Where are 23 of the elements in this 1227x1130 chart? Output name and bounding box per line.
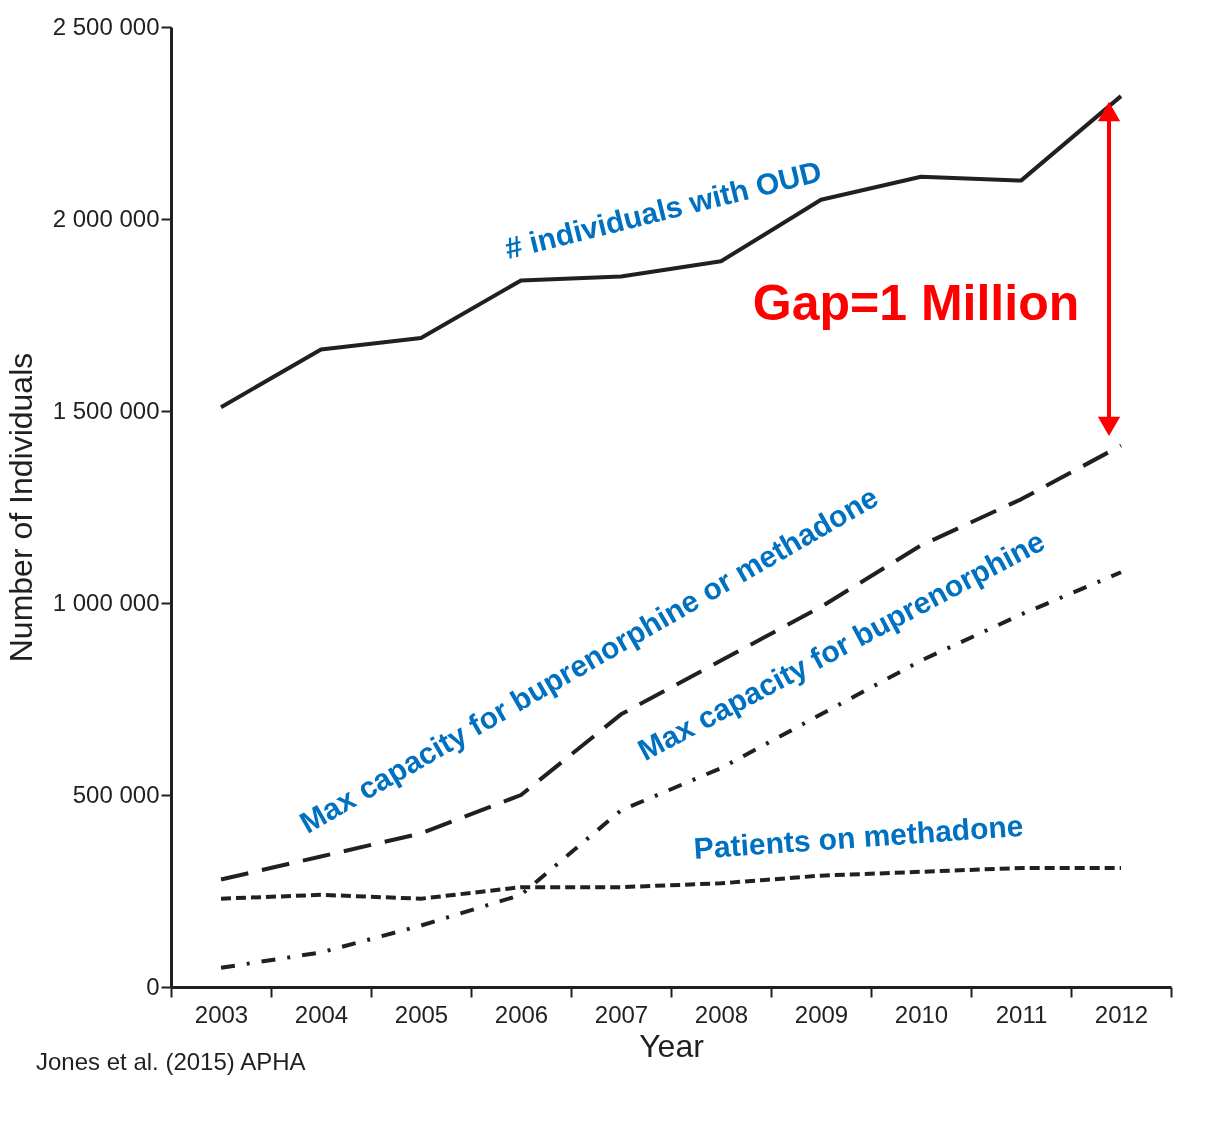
y-tick-label: 1 500 000 <box>52 396 160 424</box>
series-label: Patients on methadone <box>692 808 1025 865</box>
text: Jones et al. (2015) APHA <box>36 1048 306 1075</box>
line-series <box>219 443 1123 882</box>
y-tick-label: 2 000 000 <box>52 204 160 232</box>
y-tick-label: 500 000 <box>72 780 160 808</box>
y-axis-title: Number of Individuals <box>2 352 39 663</box>
x-tick-label: 2008 <box>694 1000 749 1028</box>
line-series <box>219 94 1123 410</box>
x-axis-title: Year <box>639 1027 705 1064</box>
x-tick-label: 2011 <box>995 1000 1048 1028</box>
annotation: Gap=1 Million <box>752 275 1080 332</box>
x-tick-label: 2006 <box>494 1000 549 1028</box>
x-tick-label: 2004 <box>294 1000 349 1028</box>
y-tick-label: 2 500 000 <box>52 12 160 40</box>
x-tick-label: 2009 <box>794 1000 849 1028</box>
x-tick-label: 2010 <box>894 1000 949 1028</box>
y-tick-label: 0 <box>146 972 160 1000</box>
x-tick-label: 2003 <box>194 1000 249 1028</box>
y-tick-label: 1 000 000 <box>52 588 160 616</box>
x-tick-label: 2007 <box>594 1000 649 1028</box>
x-tick-label: 2005 <box>394 1000 449 1028</box>
x-tick-label: 2012 <box>1094 1000 1149 1028</box>
